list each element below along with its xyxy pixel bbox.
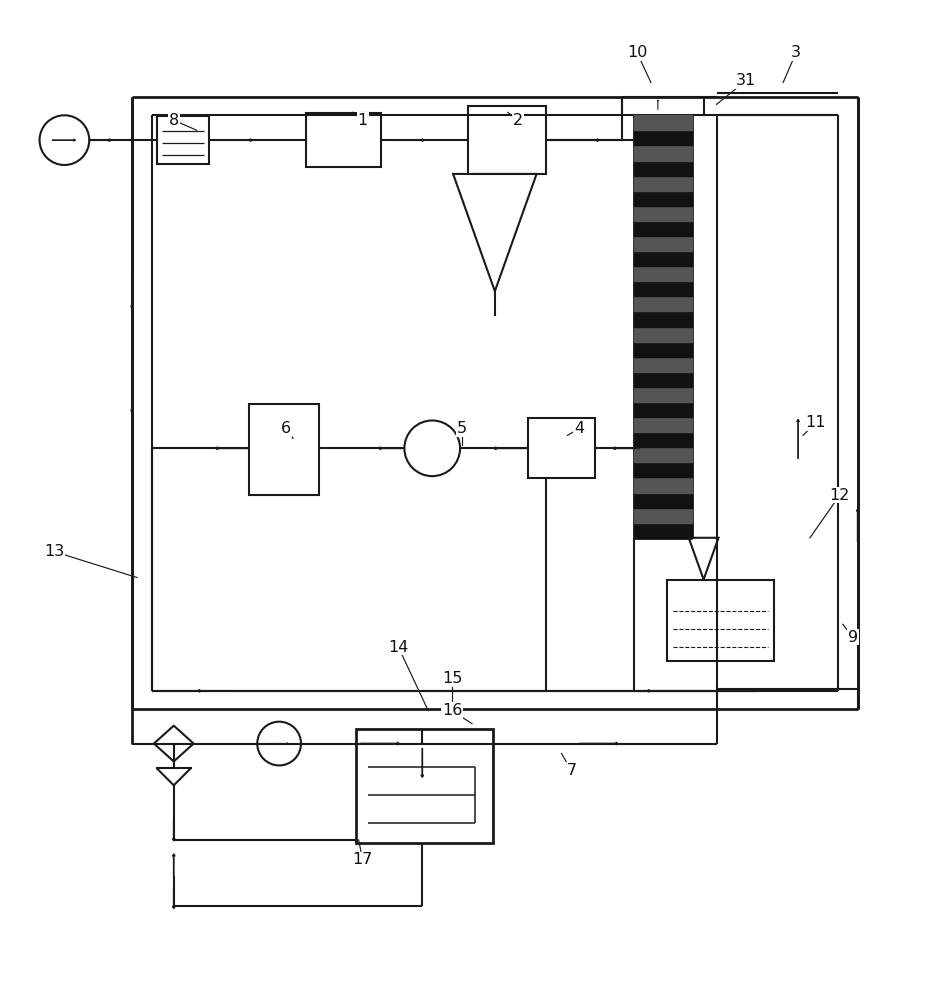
Bar xyxy=(527,418,595,478)
Text: 12: 12 xyxy=(830,488,850,503)
Bar xyxy=(666,580,775,661)
Text: 8: 8 xyxy=(168,113,179,128)
Bar xyxy=(306,113,381,167)
Text: 2: 2 xyxy=(512,113,523,128)
Text: 16: 16 xyxy=(442,703,462,718)
Text: 9: 9 xyxy=(848,630,858,645)
Text: 3: 3 xyxy=(791,45,801,60)
Text: 10: 10 xyxy=(627,45,648,60)
Text: 5: 5 xyxy=(457,421,467,436)
Text: 15: 15 xyxy=(442,671,462,686)
Bar xyxy=(157,116,209,164)
Text: 6: 6 xyxy=(281,421,291,436)
Text: 14: 14 xyxy=(388,640,409,655)
Bar xyxy=(468,106,545,174)
Text: 31: 31 xyxy=(736,73,757,88)
Text: 4: 4 xyxy=(574,421,585,436)
Text: 17: 17 xyxy=(352,852,373,867)
Text: 1: 1 xyxy=(357,113,368,128)
Text: 7: 7 xyxy=(566,763,576,778)
Text: 11: 11 xyxy=(806,415,826,430)
Bar xyxy=(249,404,319,495)
Bar xyxy=(355,729,493,843)
Text: 13: 13 xyxy=(44,544,65,559)
